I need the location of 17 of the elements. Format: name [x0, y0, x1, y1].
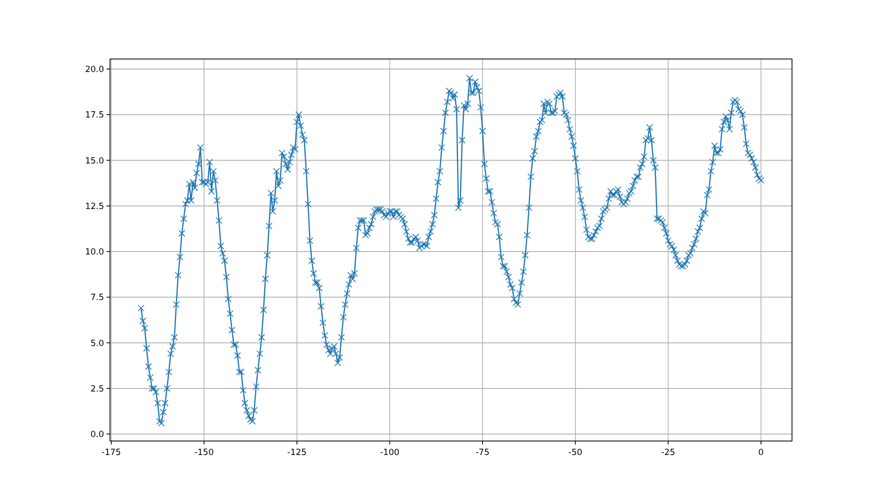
x-tick-label: 0	[758, 448, 764, 458]
x-tick-label: -100	[380, 448, 400, 458]
y-tick-label: 15.0	[85, 156, 104, 166]
y-tick-label: 2.5	[90, 384, 104, 394]
x-tick-label: -175	[102, 448, 121, 458]
y-tick-label: 12.5	[85, 202, 104, 212]
y-tick-label: 10.0	[85, 248, 104, 258]
x-tick-label: -50	[568, 448, 582, 458]
x-tick-label: -150	[194, 448, 214, 458]
y-tick-label: 5.0	[90, 338, 104, 349]
y-tick-label: 7.5	[90, 293, 104, 304]
y-tick-label: 0.0	[90, 430, 104, 440]
y-tick-label: 17.5	[85, 110, 104, 121]
y-tick-label: 20.0	[85, 65, 104, 76]
x-tick-label: -75	[476, 448, 490, 458]
x-tick-label: -25	[661, 448, 676, 458]
x-tick-label: -125	[287, 448, 307, 458]
